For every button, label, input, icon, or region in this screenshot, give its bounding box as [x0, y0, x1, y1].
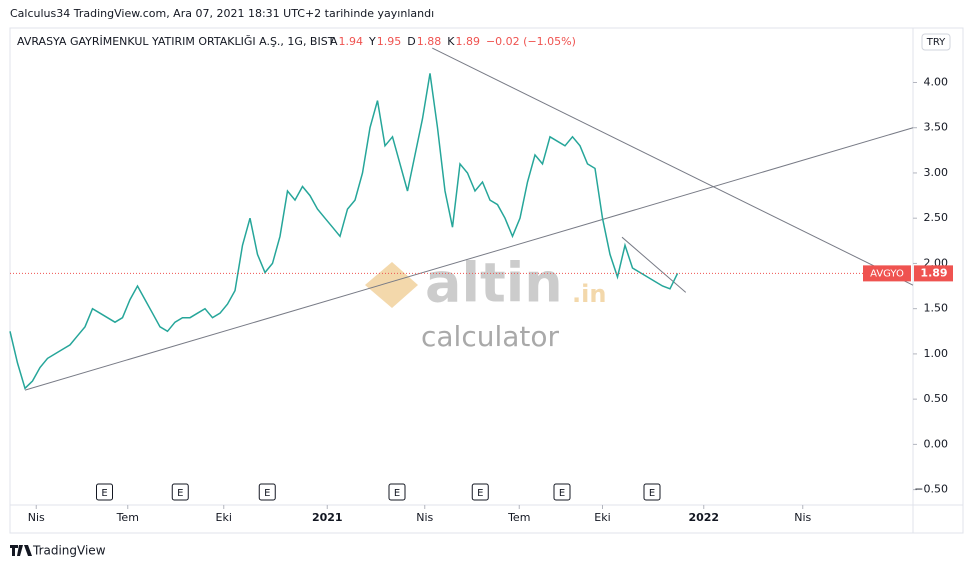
x-tick-label: Eki	[594, 511, 610, 524]
y-tick-label: −0.50	[914, 483, 948, 496]
event-marker	[258, 483, 276, 501]
event-label: E	[177, 488, 183, 499]
x-tick-label: Nis	[28, 511, 45, 524]
currency-box	[921, 33, 951, 51]
chart-frame	[9, 27, 964, 534]
trend-line	[24, 127, 914, 391]
x-tick-label: 2021	[312, 511, 343, 524]
last-price: 1.89	[920, 266, 947, 279]
publisher: Calculus34 TradingView.com, Ara 07, 2021…	[10, 7, 434, 20]
footer-brand: TradingView	[32, 544, 106, 558]
event-marker	[553, 483, 571, 501]
x-tick-label: Eki	[216, 511, 232, 524]
change: −0.02 (−1.05%)	[486, 35, 576, 48]
watermark-domain: .in	[572, 280, 606, 308]
y-tick-label: 2.50	[924, 211, 949, 224]
trend-line	[432, 47, 914, 286]
legend: AVRASYA GAYRİMENKUL YATIRIM ORTAKLIĞI A.…	[17, 35, 576, 48]
watermark-sub: calculator	[421, 320, 560, 353]
ohlc-value: 1.88	[417, 35, 442, 48]
y-tick-label: 1.00	[924, 347, 949, 360]
y-tick-label: 0.50	[924, 392, 949, 405]
event-marker	[471, 483, 489, 501]
price-line	[9, 73, 679, 390]
y-tick-label: 4.00	[924, 75, 949, 88]
ohlc-value: 1.95	[377, 35, 402, 48]
ohlc-label: D	[407, 35, 415, 48]
ohlc-label: K	[447, 35, 455, 48]
ohlc-value: 1.94	[339, 35, 364, 48]
x-tick-label: Nis	[416, 511, 433, 524]
watermark-logo: altin	[425, 252, 563, 315]
x-tick-label: Tem	[116, 511, 139, 524]
trend-line	[621, 236, 687, 293]
event-marker	[171, 483, 189, 501]
tv-logo	[10, 545, 32, 556]
ticker-tag	[863, 265, 911, 282]
y-tick-label: 3.00	[924, 166, 949, 179]
ohlc-label: Y	[368, 35, 376, 48]
y-tick-label: 3.50	[924, 121, 949, 134]
ohlc-label: A	[330, 35, 338, 48]
y-tick-label: 0.00	[924, 437, 949, 450]
event-label: E	[264, 488, 270, 499]
currency: TRY	[926, 37, 946, 48]
event-label: E	[649, 488, 655, 499]
ticker: AVGYO	[870, 268, 904, 279]
x-tick-label: 2022	[688, 511, 719, 524]
event-label: E	[477, 488, 483, 499]
price-tag	[914, 265, 953, 282]
event-label: E	[394, 488, 400, 499]
ohlc-value: 1.89	[455, 35, 480, 48]
y-tick-label: 1.50	[924, 302, 949, 315]
symbol: AVRASYA GAYRİMENKUL YATIRIM ORTAKLIĞI A.…	[17, 35, 335, 48]
event-marker	[643, 483, 661, 501]
watermark: altin .in calculator	[365, 252, 606, 353]
event-marker	[96, 483, 113, 501]
watermark-icon	[365, 262, 418, 308]
event-label: E	[559, 488, 565, 499]
event-marker	[388, 483, 406, 501]
x-tick-label: Tem	[507, 511, 530, 524]
event-label: E	[101, 488, 107, 499]
x-tick-label: Nis	[794, 511, 811, 524]
